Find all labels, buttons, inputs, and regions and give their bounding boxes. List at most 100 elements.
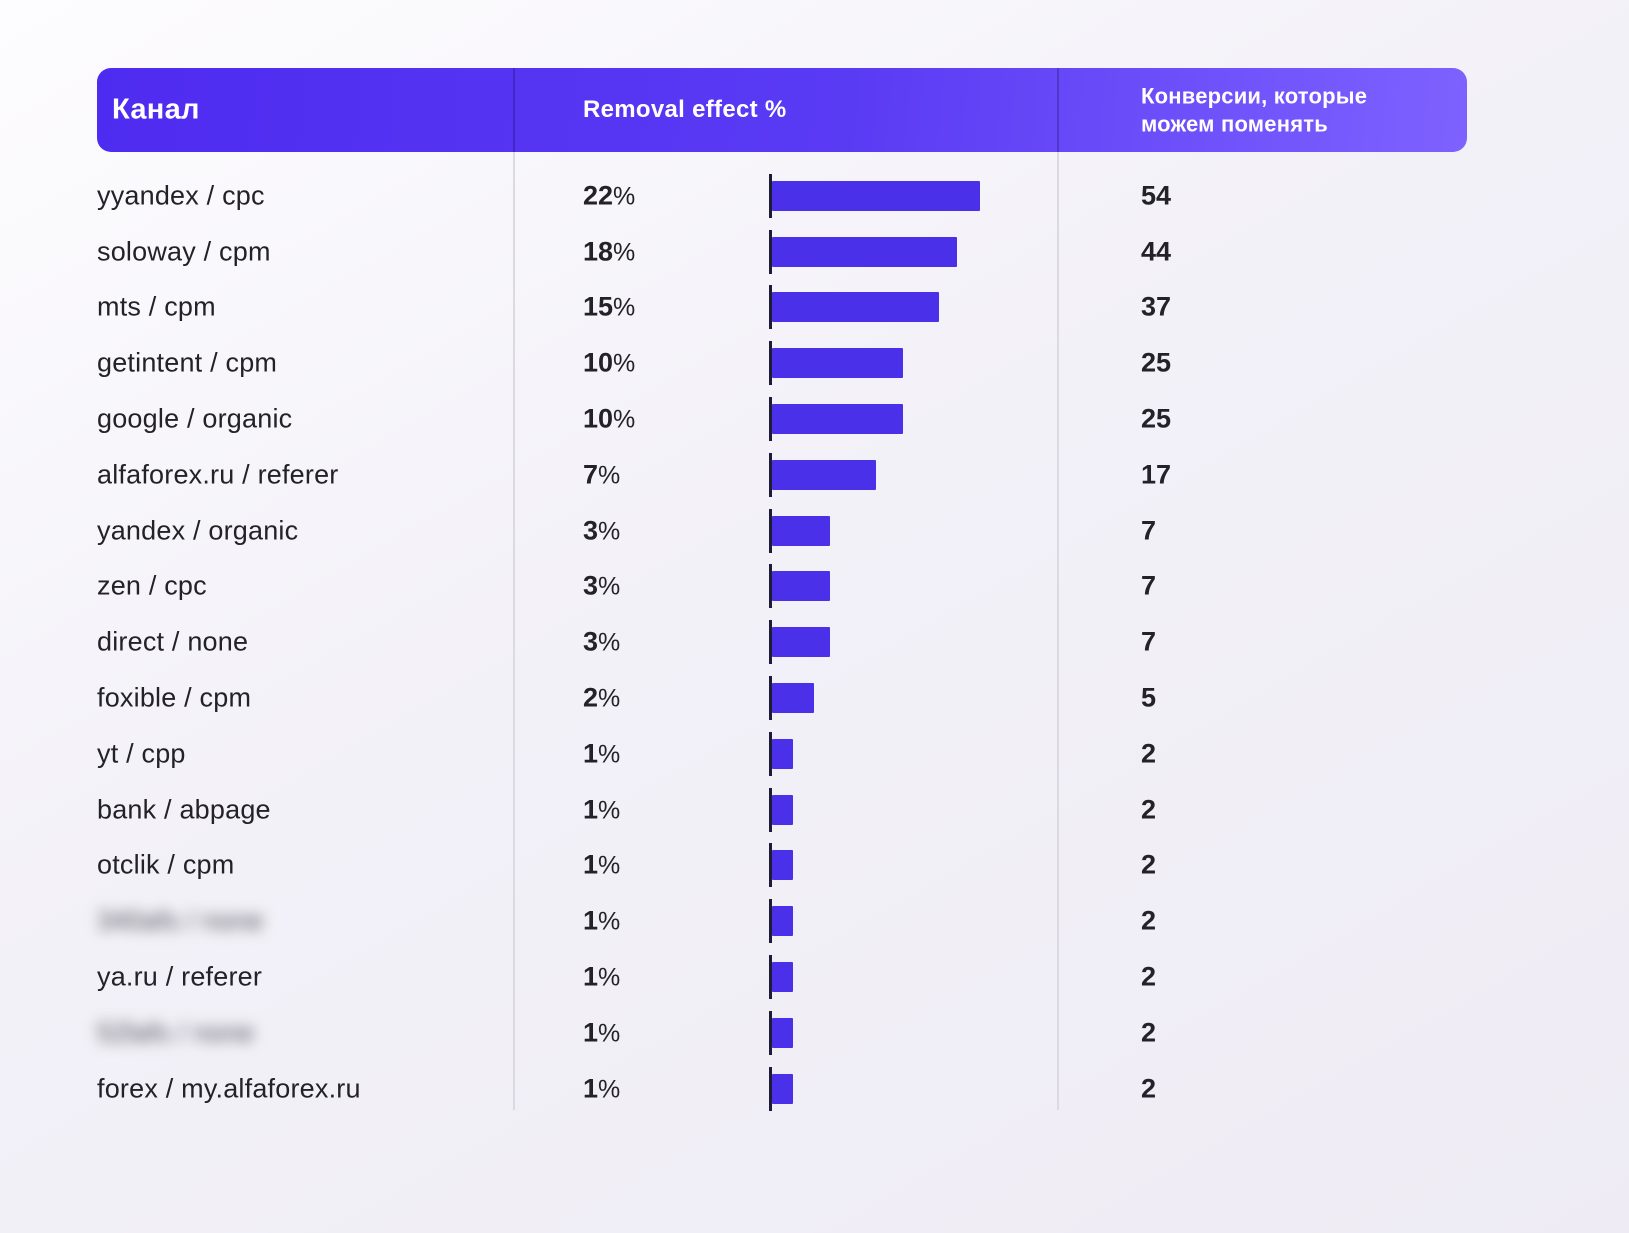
channel-label: 52lafs / none [97,1017,255,1048]
percent-sign: % [598,572,621,601]
bar-baseline-tick [769,1010,772,1055]
bar-baseline-tick [769,452,772,497]
conversion-count: 2 [1141,961,1157,992]
effect-cell: 10% [583,348,635,379]
conversion-count: 5 [1141,682,1157,713]
conversion-count: 7 [1141,570,1157,601]
effect-bar [772,404,903,435]
percent-sign: % [598,684,621,713]
effect-bar-group [769,843,793,888]
percent-sign: % [598,461,621,490]
effect-value: 2 [583,682,599,713]
channel-label: foxible / cpm [97,682,252,713]
table-row: zen / cpc 3% 7 [97,559,1467,615]
effect-bar-group [769,397,903,442]
table-row: google / organic 10% 25 [97,391,1467,447]
header-removal-effect: Removal effect % [583,96,787,123]
effect-value: 18 [583,236,614,267]
effect-bar-group [769,341,903,386]
percent-sign: % [613,182,636,211]
percent-sign: % [613,349,636,378]
percent-sign: % [613,405,636,434]
effect-cell: 2% [583,683,620,714]
channel-label: alfaforex.ru / referer [97,459,339,490]
table-row: bank / abpage 1% 2 [97,782,1467,838]
effect-value: 1 [583,1017,599,1048]
effect-bar [772,292,939,323]
effect-cell: 1% [583,906,620,937]
channel-label: direct / none [97,626,249,657]
conversion-count: 25 [1141,347,1172,378]
percent-sign: % [613,238,636,267]
bar-baseline-tick [769,843,772,888]
effect-bar-group [769,452,876,497]
effect-value: 1 [583,905,599,936]
table-row: forex / my.alfaforex.ru 1% 2 [97,1061,1467,1117]
bar-baseline-tick [769,899,772,944]
channel-label: zen / cpc [97,570,207,601]
table-row: foxible / cpm 2% 5 [97,670,1467,726]
bar-baseline-tick [769,285,772,330]
effect-value: 1 [583,794,599,825]
effect-value: 22 [583,180,614,211]
table-row: 52lafs / none 1% 2 [97,1005,1467,1061]
bar-baseline-tick [769,564,772,609]
header-conversions: Конверсии, которые можем поменять [1141,83,1368,137]
effect-bar-group [769,1010,793,1055]
effect-value: 3 [583,570,599,601]
header-column-divider [1057,68,1059,152]
bar-baseline-tick [769,341,772,386]
effect-bar-group [769,285,939,330]
table-header: Канал Removal effect % Конверсии, которы… [97,68,1467,152]
column-divider [513,152,515,1110]
effect-value: 3 [583,626,599,657]
effect-value: 3 [583,515,599,546]
channel-label: 340afs / none [97,905,264,936]
effect-bar [772,1017,793,1048]
effect-bar-group [769,787,793,832]
table-row: yt / cpp 1% 2 [97,726,1467,782]
effect-cell: 3% [583,571,620,602]
effect-bar-group [769,508,830,553]
effect-value: 7 [583,459,599,490]
effect-bar-group [769,1066,793,1111]
effect-cell: 1% [583,1017,620,1048]
channel-label: google / organic [97,403,293,434]
effect-bar-group [769,620,830,665]
channel-label: bank / abpage [97,794,271,825]
percent-sign: % [598,628,621,657]
bar-baseline-tick [769,676,772,721]
channel-label: yt / cpp [97,738,186,769]
bar-baseline-tick [769,731,772,776]
bar-baseline-tick [769,1066,772,1111]
effect-cell: 1% [583,850,620,881]
header-channel: Канал [112,93,200,126]
column-divider [1057,152,1059,1110]
table-row: mts / cpm 15% 37 [97,280,1467,336]
table-row: 340afs / none 1% 2 [97,893,1467,949]
channel-label: mts / cpm [97,291,216,322]
table-row: yyandex / cpc 22% 54 [97,168,1467,224]
effect-cell: 3% [583,627,620,658]
effect-value: 1 [583,1073,599,1104]
table-row: ya.ru / referer 1% 2 [97,949,1467,1005]
effect-cell: 1% [583,738,620,769]
channel-label: otclik / cpm [97,849,235,880]
effect-bar [772,962,793,993]
effect-value: 1 [583,961,599,992]
effect-bar [772,571,830,602]
effect-bar [772,906,793,937]
percent-sign: % [598,796,621,825]
effect-bar [772,180,980,211]
conversion-count: 37 [1141,291,1172,322]
percent-sign: % [598,1019,621,1048]
effect-bar-group [769,173,980,218]
effect-cell: 18% [583,236,635,267]
bar-baseline-tick [769,508,772,553]
bar-baseline-tick [769,787,772,832]
channel-label: soloway / cpm [97,236,271,267]
effect-bar [772,236,957,267]
effect-bar [772,515,830,546]
channel-label: getintent / cpm [97,347,278,378]
